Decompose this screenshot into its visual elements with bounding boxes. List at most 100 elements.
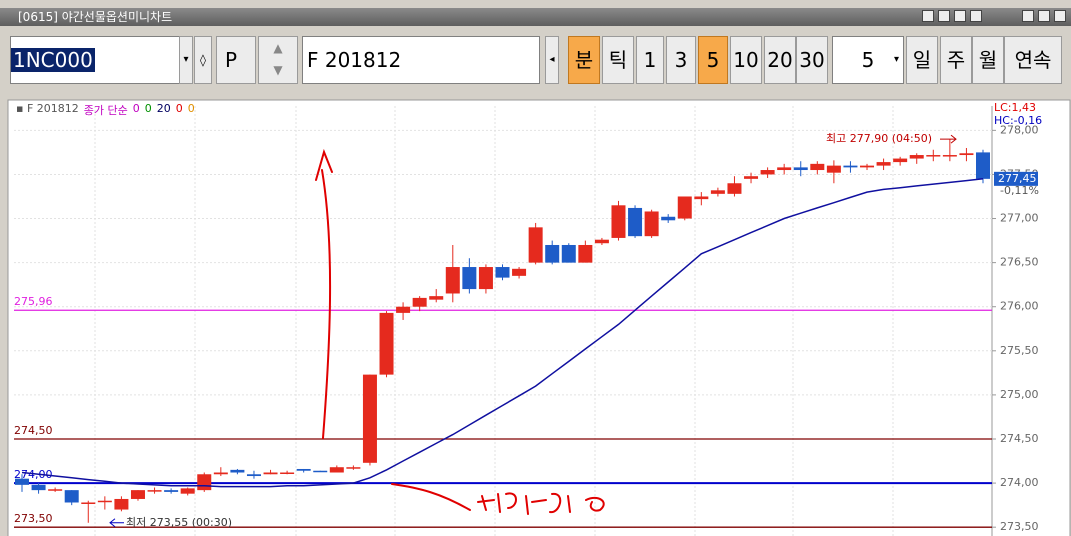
candle-body — [379, 312, 394, 375]
candle-body — [976, 152, 990, 179]
legend-symbol-text: F 201812 — [26, 102, 79, 115]
chart: 273,50 274,00 274,50 275,00 275,50 276,00 276,… — [7, 99, 1071, 536]
legend-param: 0 — [132, 102, 140, 115]
p-label: P — [225, 48, 238, 72]
candle-body — [478, 267, 493, 290]
candle-body — [147, 490, 162, 492]
candle-body — [396, 306, 411, 313]
legend-param: 0 — [187, 102, 195, 115]
scroll-left[interactable]: ◂ — [545, 36, 559, 84]
interval-button[interactable]: 20 — [764, 36, 796, 84]
reference-label: 274,00 — [14, 468, 53, 481]
code-dropdown[interactable]: ▾ — [179, 36, 193, 84]
legend-param: 0 — [175, 102, 183, 115]
candle-body — [164, 490, 179, 492]
count-text: 5 — [861, 48, 875, 72]
candle-body — [412, 297, 427, 307]
reference-label: 273,50 — [14, 512, 53, 525]
low-note: 최저 273,55 (00:30) — [126, 516, 232, 529]
candle-body — [81, 502, 96, 504]
candle-body — [926, 155, 941, 157]
period-button[interactable]: 연속 — [1004, 36, 1062, 84]
candle-body — [114, 498, 129, 510]
candle-body — [628, 207, 643, 237]
candle-body — [644, 211, 659, 237]
y-tick-label: 273,50 — [1000, 520, 1039, 533]
y-tick-label: 274,00 — [1000, 476, 1039, 489]
candle-body — [561, 244, 576, 263]
count-field[interactable]: 5 ▾ — [832, 36, 904, 84]
legend-param: 20 — [156, 102, 171, 115]
candle-body — [710, 190, 725, 194]
maximize-button[interactable] — [1038, 10, 1050, 22]
interval-button[interactable]: 분 — [568, 36, 600, 84]
candle-body — [793, 167, 808, 171]
candle-body — [230, 469, 245, 473]
search-button[interactable]: ◊ — [194, 36, 212, 84]
y-tick-label: 276,50 — [1000, 256, 1039, 269]
minimize-button[interactable] — [1022, 10, 1034, 22]
candle-body — [876, 162, 891, 166]
y-tick-label: 275,50 — [1000, 344, 1039, 357]
candle-body — [843, 165, 858, 168]
window-title: [0615] 야간선물옵션미니차트 — [18, 10, 173, 24]
interval-button[interactable]: 틱 — [602, 36, 634, 84]
candle-body — [942, 155, 957, 157]
handwritten-arrow — [391, 483, 471, 511]
candle-body — [545, 244, 560, 263]
candle-body — [97, 500, 112, 503]
interval-button[interactable]: 30 — [796, 36, 828, 84]
candle-body — [329, 467, 344, 473]
p-button[interactable]: P — [216, 36, 256, 84]
candle-body — [31, 484, 46, 491]
candle-body — [528, 227, 543, 263]
period-button[interactable]: 월 — [972, 36, 1004, 84]
moving-average — [21, 178, 984, 488]
interval-button[interactable]: 5 — [698, 36, 728, 84]
candle-body — [810, 163, 825, 171]
window-icon[interactable] — [922, 10, 934, 22]
y-tick-label: 274,50 — [1000, 432, 1039, 445]
product-text: F 201812 — [307, 48, 402, 72]
title-bar: [0615] 야간선물옵션미니차트 — [0, 8, 1071, 26]
candle-body — [180, 488, 195, 494]
candle-body — [246, 474, 261, 477]
candle-body — [578, 244, 593, 263]
candle-body — [462, 267, 477, 290]
low-arrow — [109, 518, 124, 528]
window-icon[interactable] — [938, 10, 950, 22]
window-icon[interactable] — [970, 10, 982, 22]
interval-button[interactable]: 1 — [636, 36, 664, 84]
candle-body — [826, 165, 841, 173]
candle-body — [296, 468, 311, 471]
period-button[interactable]: 주 — [940, 36, 972, 84]
candle-body — [909, 155, 924, 159]
code-input[interactable]: 1NC000 — [10, 36, 180, 84]
candle-body — [959, 153, 974, 156]
candle-body — [346, 467, 361, 469]
candle-body — [661, 216, 676, 221]
period-button[interactable]: 일 — [906, 36, 938, 84]
candle-body — [495, 267, 510, 278]
interval-button[interactable]: 10 — [730, 36, 762, 84]
candle-body — [197, 474, 212, 491]
y-tick-label: 275,00 — [1000, 388, 1039, 401]
current-change: -0,11% — [1000, 184, 1039, 197]
interval-button[interactable]: 3 — [666, 36, 696, 84]
candle-body — [677, 196, 692, 219]
window-icon[interactable] — [954, 10, 966, 22]
toolbar: 1NC000 ▾ ◊ P ▲ ▼ F 201812 ◂ 분 틱 1 3 5 10 20 30 5… — [0, 26, 1071, 96]
handwritten-arrow — [315, 148, 333, 439]
candle-body — [744, 176, 759, 179]
reference-label: 274,50 — [14, 424, 53, 437]
candle-body — [64, 490, 79, 503]
current-price: 277,45 — [998, 172, 1037, 185]
spinner[interactable]: ▲ ▼ — [258, 36, 298, 84]
y-tick-label: 276,00 — [1000, 300, 1039, 313]
close-button[interactable] — [1054, 10, 1066, 22]
chart-panel — [7, 99, 1071, 536]
candle-body — [130, 490, 145, 499]
candle-body — [280, 472, 295, 475]
handwritten-scribble — [477, 492, 605, 515]
